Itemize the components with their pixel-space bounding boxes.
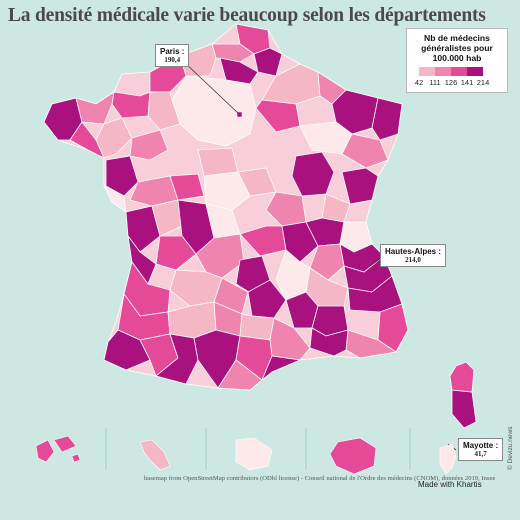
dept-cher	[203, 171, 251, 211]
callout-mayotte-value: 41,7	[474, 450, 487, 458]
dept-morbihan	[69, 121, 105, 159]
callout-mayotte: Mayotte : 41,7	[458, 438, 504, 461]
callout-paris-name: Paris :	[160, 47, 185, 56]
dept-rhone	[281, 221, 319, 263]
haute-corse	[449, 361, 475, 393]
dept-alpes-maritimes	[377, 303, 409, 353]
legend-swatch-3	[451, 67, 467, 76]
copyright-devizu: © Devizu.news	[507, 426, 514, 470]
dept-aube	[255, 99, 301, 133]
dept-bas-rhin	[371, 97, 403, 141]
callout-hautes-alpes-value: 214,0	[405, 256, 421, 264]
legend-swatch-1	[419, 67, 435, 76]
dept-doubs	[341, 167, 379, 205]
inset-guadeloupe	[35, 435, 81, 463]
legend-color-bar	[419, 67, 483, 76]
dept-aveyron	[239, 313, 275, 341]
callout-mayotte-name: Mayotte :	[463, 441, 499, 450]
legend-tick-126: 126	[444, 78, 458, 87]
dept-ardennes	[219, 57, 259, 85]
dept-vendee	[125, 205, 161, 253]
legend-tick-214: 214	[476, 78, 490, 87]
dept-calvados	[147, 91, 181, 131]
dept-charente-maritime	[127, 235, 157, 285]
legend-tick-42: 42	[414, 78, 424, 87]
corse-du-sud	[451, 389, 477, 429]
callout-paris: Paris : 190,4	[155, 44, 190, 67]
legend-swatch-4	[467, 67, 483, 76]
dept-mayenne	[129, 129, 169, 161]
legend-swatch-2	[435, 67, 451, 76]
inset-martinique	[139, 439, 171, 471]
dept-isere	[309, 243, 345, 281]
dept-sarthe	[105, 155, 139, 197]
inset-reunion	[329, 437, 377, 475]
dept-haut-rhin	[341, 133, 389, 169]
inset-mayotte	[439, 443, 457, 475]
callout-paris-value: 190,4	[164, 56, 181, 64]
dept-cantal	[247, 279, 287, 319]
legend-title: Nb de médecins généralistes pour 100.000…	[421, 33, 493, 63]
map-title: La densité médicale varie beaucoup selon…	[8, 5, 486, 26]
made-with-khartis: Made with Khartis	[418, 480, 482, 489]
dept-herault	[261, 355, 302, 381]
legend-tick-141: 141	[460, 78, 474, 87]
legend-ticks: 42 111 126 141 214	[411, 78, 503, 89]
inset-guyane	[235, 437, 273, 471]
callout-hautes-alpes-name: Hautes-Alpes :	[385, 247, 442, 256]
paris-leader-line	[183, 61, 240, 115]
dept-charente	[155, 235, 197, 271]
dept-loiret	[197, 147, 239, 177]
dept-aude	[217, 359, 263, 391]
dept-indre-et-loire	[169, 173, 205, 201]
dept-aisne	[253, 47, 283, 77]
legend: Nb de médecins généralistes pour 100.000…	[406, 28, 508, 93]
source-credit: basemap from OpenStreetMap contributors …	[144, 475, 496, 482]
legend-tick-111: 111	[429, 78, 441, 87]
callout-hautes-alpes: Hautes-Alpes : 214,0	[380, 244, 447, 267]
